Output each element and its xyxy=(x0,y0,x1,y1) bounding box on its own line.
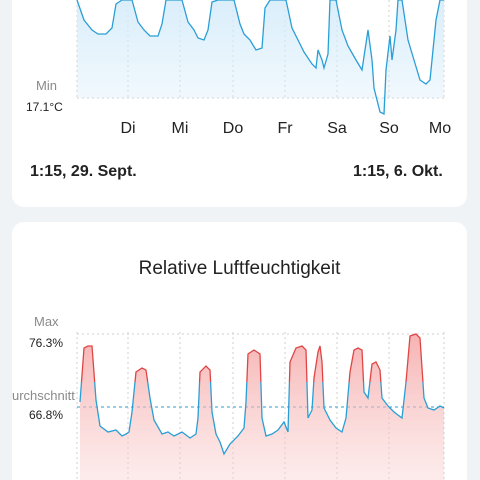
humidity-title: Relative Luftfeuchtigkeit xyxy=(138,258,341,279)
temperature-line xyxy=(76,0,444,116)
max-label: Max xyxy=(34,314,59,329)
day-label: Di xyxy=(120,120,136,137)
humidity-line-high xyxy=(80,333,424,382)
average-value: 66.8% xyxy=(29,408,64,422)
humidity-line-low xyxy=(79,382,445,456)
range-end: 1:15, 6. Okt. xyxy=(353,163,443,180)
humidity-chart xyxy=(76,332,445,480)
min-value: 17.1°C xyxy=(26,100,63,114)
max-value: 76.3% xyxy=(29,336,64,350)
range-start: 1:15, 29. Sept. xyxy=(30,163,137,180)
humidity-area xyxy=(80,334,444,480)
day-label: Sa xyxy=(327,120,347,137)
day-label: Do xyxy=(222,120,244,137)
average-label: urchschnitt xyxy=(12,388,75,403)
day-label: So xyxy=(379,120,399,137)
temperature-chart xyxy=(76,0,445,116)
humidity-card: Relative Luftfeuchtigkeit Max 76.3% urch… xyxy=(12,222,467,480)
temperature-area xyxy=(77,0,444,114)
temperature-card: Min 17.1°C Di Mi Do Fr Sa So Mo 1:15, 29. Sept… xyxy=(12,0,467,207)
min-label: Min xyxy=(36,78,57,93)
day-label: Fr xyxy=(277,120,293,137)
day-label: Mi xyxy=(171,120,189,137)
day-label: Mo xyxy=(428,120,452,137)
